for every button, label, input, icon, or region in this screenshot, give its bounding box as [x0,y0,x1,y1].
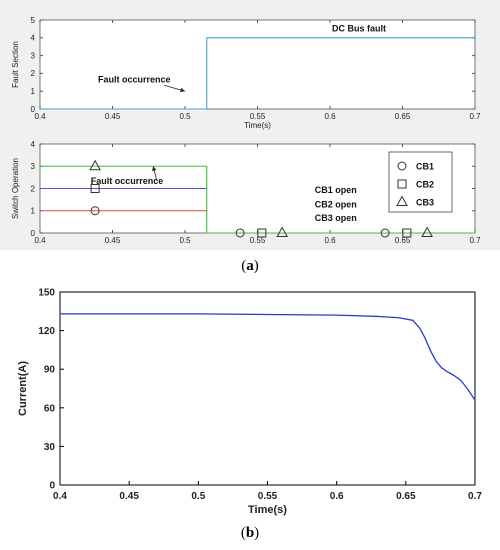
y-axis-label-2: Current(A) [17,361,29,416]
panel-a: 0.4 0.45 0.5 0.55 0.6 0.65 0.7 0 1 2 3 4 5 Fault Sect… [0,0,500,250]
legend-triangle-icon-2 [396,195,408,206]
x-tick-label-2-0: 0.4 [53,491,67,502]
x-tick-label-1-3: 0.55 [250,236,266,245]
y-tick-label-2-5: 150 [38,288,55,299]
marker-circle-1-6 [380,228,390,238]
x-tick-label-2-4: 0.6 [330,491,344,502]
caption-b: (b) [240,525,260,541]
legend-label-0: CB1 [416,162,434,172]
y-tick-label-0-4: 4 [31,34,36,43]
marker-circle-1-3 [235,228,245,238]
y-tick-label-1-4: 4 [31,140,36,149]
annotation-0-1: Fault occurrence [98,74,171,84]
x-tick-label-0-0: 0.4 [34,112,46,121]
panel-b-canvas: 0.4 0.45 0.5 0.55 0.6 0.65 0.7 0 30 60 90 120 150 Cur… [17,288,482,517]
legend-circle-icon-0 [397,161,407,171]
series-line-0-0 [40,37,475,110]
legend-label-2: CB3 [416,198,434,208]
x-tick-label-1-0: 0.4 [34,236,46,245]
x-tick-label-1-5: 0.65 [395,236,411,245]
marker-triangle-1-5 [276,226,288,237]
series-line-2-0 [60,313,476,401]
y-tick-label-0-5: 5 [31,16,36,25]
x-tick-label-1-4: 0.6 [324,236,336,245]
plot-area-0 [39,19,476,110]
x-tick-label-0-2: 0.5 [179,112,191,121]
marker-square-1-7 [402,228,412,238]
x-tick-label-1-6: 0.7 [469,236,481,245]
annotation-1-1: CB1 open [315,185,357,195]
series-line-1-0 [40,165,475,234]
panel-b: 0.4 0.45 0.5 0.55 0.6 0.65 0.7 0 30 60 90 120 150 Cur… [0,280,500,550]
x-axis-label-0: Time(s) [244,121,271,130]
y-tick-label-0-3: 3 [31,51,36,60]
annotation-0-0: DC Bus fault [332,24,386,34]
annotation-1-2: CB2 open [315,199,357,209]
y-tick-label-2-3: 90 [44,365,56,376]
caption-a: (a) [241,258,259,274]
x-tick-label-2-3: 0.55 [258,491,278,502]
y-tick-label-0-1: 1 [31,87,36,96]
x-tick-label-0-3: 0.55 [250,112,266,121]
x-tick-label-0-4: 0.6 [324,112,336,121]
annotation-arrowhead-0-1 [180,87,185,93]
marker-triangle-1-2 [89,159,101,171]
panel-a-canvas: 0.4 0.45 0.5 0.55 0.6 0.65 0.7 0 1 2 3 4 5 Fault Sect… [0,0,500,250]
marker-square-1-1 [90,184,100,193]
marker-circle-1-0 [90,206,100,216]
x-tick-label-0-6: 0.7 [469,112,481,121]
y-tick-label-2-0: 0 [49,481,55,492]
caption-b-text: b [245,525,255,541]
x-axis-label-2: Time(s) [248,504,287,516]
annotation-1-3: CB3 open [315,213,357,223]
x-tick-label-2-6: 0.7 [468,491,482,502]
x-tick-label-1-1: 0.45 [105,236,121,245]
y-tick-label-2-2: 60 [44,403,56,414]
marker-triangle-1-8 [421,226,433,237]
y-tick-label-2-1: 30 [44,442,56,453]
y-axis-label-0: Fault Section [11,41,20,88]
x-tick-label-0-5: 0.65 [395,112,411,121]
legend-square-icon-1 [397,179,407,189]
x-tick-label-1-2: 0.5 [179,236,191,245]
annotation-1-0: Fault occurrence [91,176,164,186]
y-tick-label-2-4: 120 [38,326,55,337]
x-tick-label-2-2: 0.5 [191,491,205,502]
x-tick-label-0-1: 0.45 [105,112,121,121]
caption-a-text: a [246,258,254,274]
y-tick-label-0-2: 2 [31,69,36,78]
plot-area-2 [59,291,476,486]
y-tick-label-1-2: 2 [31,184,36,193]
y-tick-label-0-0: 0 [31,105,36,114]
y-axis-label-1: Switch Operation [11,158,20,219]
marker-square-1-4 [257,228,267,238]
y-tick-label-1-1: 1 [31,207,36,216]
x-tick-label-2-5: 0.65 [396,491,416,502]
legend-label-1: CB2 [416,180,434,190]
x-tick-label-2-1: 0.45 [119,491,139,502]
y-tick-label-1-3: 3 [31,162,36,171]
y-tick-label-1-0: 0 [31,229,36,238]
annotation-arrowhead-1-0 [152,166,157,172]
